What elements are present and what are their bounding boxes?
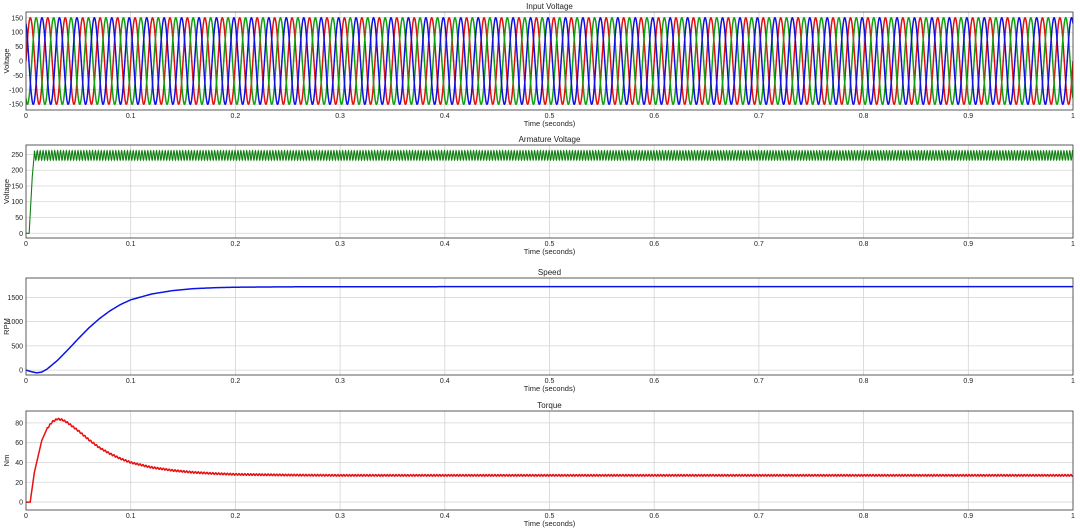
chart-title: Speed (538, 268, 561, 277)
axes-frame (25, 277, 1074, 376)
x-tick-label: 0.9 (963, 513, 973, 520)
y-tick-label: 250 (11, 152, 23, 159)
y-tick-label: 0 (19, 59, 23, 66)
x-tick-label: 0.8 (859, 378, 869, 385)
x-tick-label: 0 (24, 113, 28, 120)
y-tick-label: 100 (11, 199, 23, 206)
y-axis-label: Voltage (2, 48, 11, 73)
y-tick-label: 0 (19, 231, 23, 238)
series-group (26, 149, 1073, 234)
series-group (26, 417, 1073, 503)
x-tick-label: 0 (24, 378, 28, 385)
armature-voltage-line (26, 149, 1073, 234)
x-tick-label: 0.5 (545, 378, 555, 385)
y-tick-label: 80 (15, 420, 23, 427)
x-tick-label: 0.7 (754, 513, 764, 520)
y-tick-label: 40 (15, 460, 23, 467)
y-tick-label: 50 (15, 215, 23, 222)
x-tick-label: 0.7 (754, 241, 764, 248)
y-tick-label: 150 (11, 183, 23, 190)
x-tick-label: 0.5 (545, 113, 555, 120)
y-tick-label: 1500 (7, 295, 23, 302)
x-tick-label: 0.3 (335, 241, 345, 248)
x-tick-label: 1 (1071, 113, 1075, 120)
x-axis-label: Time (seconds) (524, 384, 576, 393)
y-tick-label: -150 (9, 102, 23, 109)
chart-title: Torque (537, 401, 562, 410)
x-tick-label: 0.9 (963, 113, 973, 120)
x-tick-label: 0.6 (649, 241, 659, 248)
x-tick-label: 0.3 (335, 378, 345, 385)
y-tick-label: 20 (15, 480, 23, 487)
x-tick-label: 0.2 (231, 113, 241, 120)
y-tick-label: 1000 (7, 319, 23, 326)
chart-title: Armature Voltage (519, 135, 581, 144)
y-tick-label: -100 (9, 87, 23, 94)
x-tick-label: 0.4 (440, 513, 450, 520)
phase-line-1 (26, 16, 1073, 106)
y-axis-label: Nm (2, 455, 11, 467)
x-tick-label: 0.3 (335, 513, 345, 520)
x-tick-label: 0.1 (126, 378, 136, 385)
x-tick-label: 0.4 (440, 378, 450, 385)
chart-title: Input Voltage (526, 2, 573, 11)
x-tick-label: 0.7 (754, 378, 764, 385)
y-tick-label: 50 (15, 44, 23, 51)
axes-frame (25, 144, 1074, 239)
x-tick-label: 0.2 (231, 378, 241, 385)
x-tick-label: 0.1 (126, 241, 136, 248)
x-tick-label: 0.8 (859, 241, 869, 248)
phase-line-2 (26, 16, 1073, 106)
axes-frame (25, 410, 1074, 511)
x-tick-label: 0.4 (440, 113, 450, 120)
x-tick-label: 0 (24, 241, 28, 248)
x-tick-label: 0.5 (545, 241, 555, 248)
x-tick-label: 0.4 (440, 241, 450, 248)
x-axis-label: Time (seconds) (524, 247, 576, 256)
x-tick-label: 0.9 (963, 241, 973, 248)
x-tick-label: 0.5 (545, 513, 555, 520)
x-tick-label: 0.6 (649, 378, 659, 385)
series-group (26, 16, 1073, 106)
x-tick-label: 0.6 (649, 113, 659, 120)
chart-panel-4: 0 0.1 0.2 0.3 0.4 0.5 0.6 0.7 0.8 0.9 1 0 20 40 60 80 To… (2, 401, 1075, 528)
chart-panel-2: 0 0.1 0.2 0.3 0.4 0.5 0.6 0.7 0.8 0.9 1 0 50 100 150 20… (2, 135, 1075, 256)
x-tick-label: 0.3 (335, 113, 345, 120)
x-axis-label: Time (seconds) (524, 519, 576, 528)
y-tick-label: 100 (11, 30, 23, 37)
y-tick-label: 200 (11, 168, 23, 175)
y-tick-label: 500 (11, 343, 23, 350)
chart-panel-1: 0 0.1 0.2 0.3 0.4 0.5 0.6 0.7 0.8 0.9 1 -150 -100 -50… (2, 2, 1075, 128)
y-tick-label: 0 (19, 368, 23, 375)
x-tick-label: 0.7 (754, 113, 764, 120)
y-axis-label: RPM (2, 318, 11, 335)
series-group (26, 285, 1073, 374)
y-tick-label: 60 (15, 440, 23, 447)
torque-line (26, 417, 1073, 503)
y-tick-label: -50 (13, 73, 23, 80)
y-tick-label: 150 (11, 15, 23, 22)
y-tick-label: 0 (19, 500, 23, 507)
x-tick-label: 0.8 (859, 513, 869, 520)
x-tick-label: 0.2 (231, 513, 241, 520)
x-tick-label: 0.8 (859, 113, 869, 120)
x-tick-label: 1 (1071, 241, 1075, 248)
x-tick-label: 0.2 (231, 241, 241, 248)
phase-line-3 (26, 16, 1073, 106)
x-axis-label: Time (seconds) (524, 119, 576, 128)
x-tick-label: 0.1 (126, 513, 136, 520)
x-tick-label: 0.1 (126, 113, 136, 120)
x-tick-label: 0 (24, 513, 28, 520)
y-axis-label: Voltage (2, 179, 11, 204)
x-tick-label: 0.6 (649, 513, 659, 520)
speed-line (26, 285, 1073, 374)
x-tick-label: 1 (1071, 378, 1075, 385)
axes-frame (25, 11, 1074, 111)
chart-panel-3: 0 0.1 0.2 0.3 0.4 0.5 0.6 0.7 0.8 0.9 1 0 500 1000 150… (2, 268, 1075, 393)
x-tick-label: 0.9 (963, 378, 973, 385)
x-tick-label: 1 (1071, 513, 1075, 520)
